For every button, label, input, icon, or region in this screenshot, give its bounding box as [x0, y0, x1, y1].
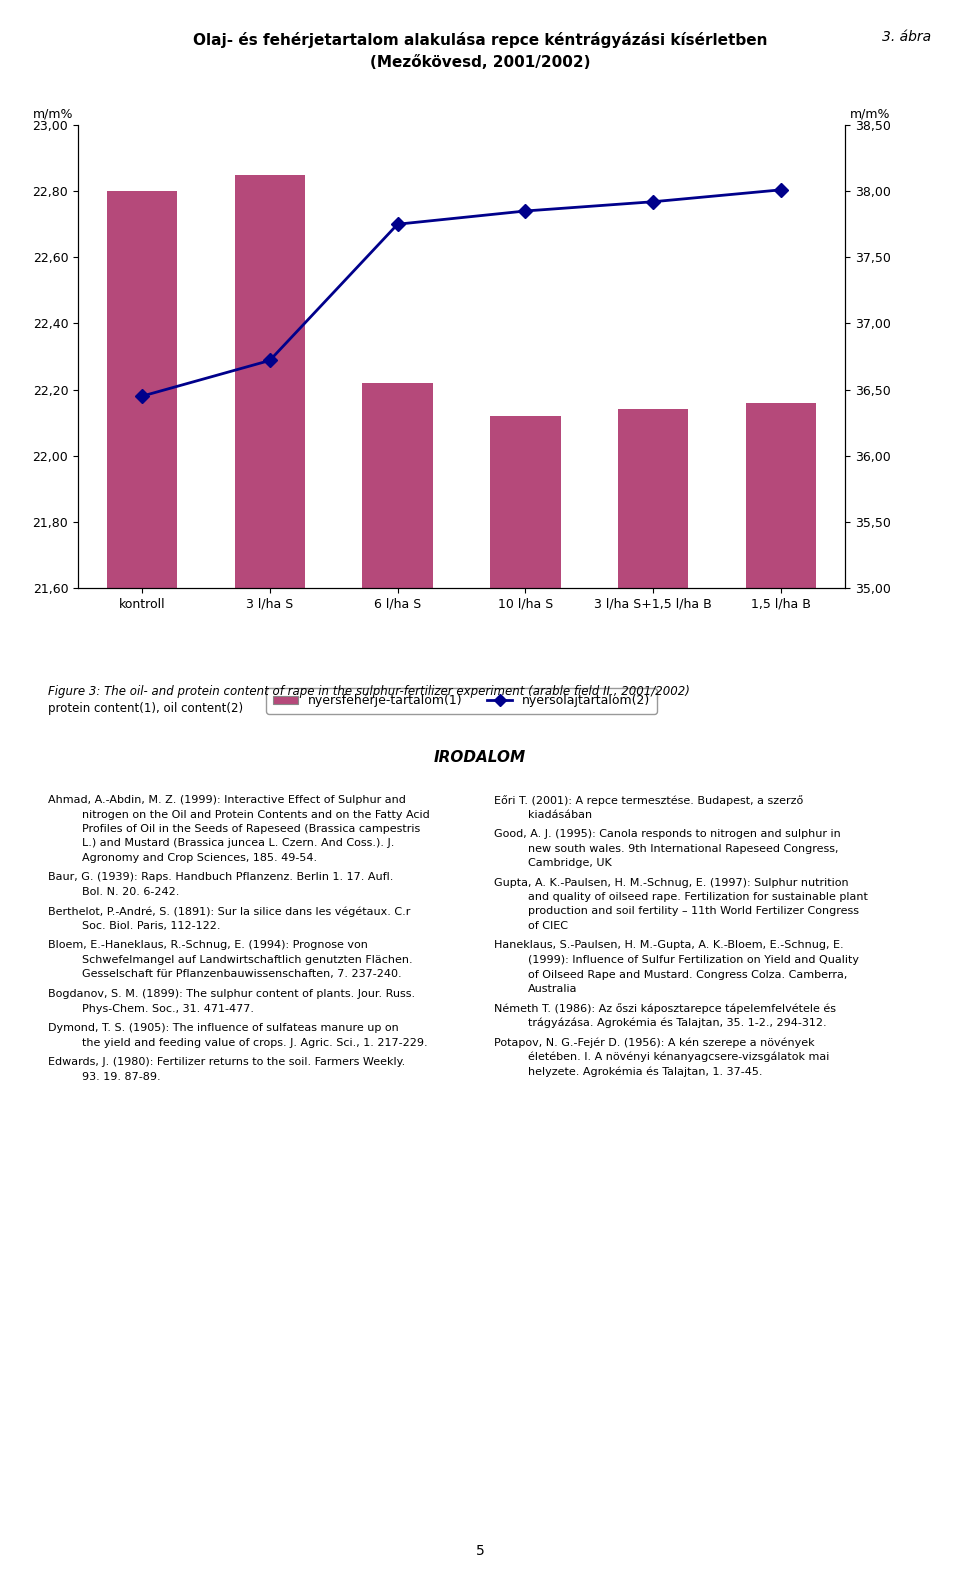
Text: (Mezőkövesd, 2001/2002): (Mezőkövesd, 2001/2002)	[370, 55, 590, 69]
Text: Ahmad, A.-Abdin, M. Z. (1999): Interactive Effect of Sulphur and: Ahmad, A.-Abdin, M. Z. (1999): Interacti…	[48, 795, 406, 804]
Text: Németh T. (1986): Az őszi káposztarepce tápelemfelvétele és: Németh T. (1986): Az őszi káposztarepce …	[494, 1003, 836, 1014]
Text: L.) and Mustard (Brassica juncea L. Czern. And Coss.). J.: L.) and Mustard (Brassica juncea L. Czer…	[82, 839, 394, 848]
Text: kiadásában: kiadásában	[528, 809, 592, 820]
Text: Cambridge, UK: Cambridge, UK	[528, 858, 612, 867]
Text: m/m%: m/m%	[850, 107, 890, 120]
Text: Edwards, J. (1980): Fertilizer returns to the soil. Farmers Weekly.: Edwards, J. (1980): Fertilizer returns t…	[48, 1057, 405, 1068]
Text: Figure 3: The oil- and protein content of rape in the sulphur-fertilizer experim: Figure 3: The oil- and protein content o…	[48, 684, 690, 699]
Bar	[107, 191, 177, 1577]
Text: 93. 19. 87-89.: 93. 19. 87-89.	[82, 1071, 160, 1082]
Text: Dymond, T. S. (1905): The influence of sulfateas manure up on: Dymond, T. S. (1905): The influence of s…	[48, 1023, 398, 1033]
Text: Profiles of Oil in the Seeds of Rapeseed (Brassica campestris: Profiles of Oil in the Seeds of Rapeseed…	[82, 825, 420, 834]
Text: protein content(1), oil content(2): protein content(1), oil content(2)	[48, 702, 243, 714]
Bar	[746, 402, 816, 1577]
Text: Gupta, A. K.-Paulsen, H. M.-Schnug, E. (1997): Sulphur nutrition: Gupta, A. K.-Paulsen, H. M.-Schnug, E. (…	[494, 877, 849, 888]
Text: and quality of oilseed rape. Fertilization for sustainable plant: and quality of oilseed rape. Fertilizati…	[528, 893, 868, 902]
Text: Haneklaus, S.-Paulsen, H. M.-Gupta, A. K.-Bloem, E.-Schnug, E.: Haneklaus, S.-Paulsen, H. M.-Gupta, A. K…	[494, 940, 844, 951]
Text: (1999): Influence of Sulfur Fertilization on Yield and Quality: (1999): Influence of Sulfur Fertilizatio…	[528, 956, 859, 965]
Text: Agronomy and Crop Sciences, 185. 49-54.: Agronomy and Crop Sciences, 185. 49-54.	[82, 853, 317, 863]
Text: trágyázása. Agrokémia és Talajtan, 35. 1-2., 294-312.: trágyázása. Agrokémia és Talajtan, 35. 1…	[528, 1019, 827, 1028]
Text: Baur, G. (1939): Raps. Handbuch Pflanzenz. Berlin 1. 17. Aufl.: Baur, G. (1939): Raps. Handbuch Pflanzen…	[48, 872, 394, 883]
Text: m/m%: m/m%	[33, 107, 73, 120]
Text: of Oilseed Rape and Mustard. Congress Colza. Camberra,: of Oilseed Rape and Mustard. Congress Co…	[528, 970, 848, 979]
Text: Bogdanov, S. M. (1899): The sulphur content of plants. Jour. Russ.: Bogdanov, S. M. (1899): The sulphur cont…	[48, 989, 415, 998]
Text: Berthelot, P.-André, S. (1891): Sur la silice dans les végétaux. C.r: Berthelot, P.-André, S. (1891): Sur la s…	[48, 907, 410, 916]
Text: Olaj- és fehérjetartalom alakulása repce kéntrágyázási kísérletben: Olaj- és fehérjetartalom alakulása repce…	[193, 32, 767, 47]
Text: the yield and feeding value of crops. J. Agric. Sci., 1. 217-229.: the yield and feeding value of crops. J.…	[82, 1038, 427, 1047]
Text: Eőri T. (2001): A repce termesztése. Budapest, a szerző: Eőri T. (2001): A repce termesztése. Bud…	[494, 795, 804, 806]
Text: production and soil fertility – 11th World Fertilizer Congress: production and soil fertility – 11th Wor…	[528, 907, 859, 916]
Text: IRODALOM: IRODALOM	[434, 751, 526, 765]
Bar	[234, 175, 305, 1577]
Text: helyzete. Agrokémia és Talajtan, 1. 37-45.: helyzete. Agrokémia és Talajtan, 1. 37-4…	[528, 1066, 762, 1077]
Text: Soc. Biol. Paris, 112-122.: Soc. Biol. Paris, 112-122.	[82, 921, 220, 930]
Text: Potapov, N. G.-Fejér D. (1956): A kén szerepe a növények: Potapov, N. G.-Fejér D. (1956): A kén sz…	[494, 1038, 815, 1049]
Text: nitrogen on the Oil and Protein Contents and on the Fatty Acid: nitrogen on the Oil and Protein Contents…	[82, 809, 429, 820]
Text: new south wales. 9th International Rapeseed Congress,: new south wales. 9th International Rapes…	[528, 844, 838, 853]
Text: Schwefelmangel auf Landwirtschaftlich genutzten Flächen.: Schwefelmangel auf Landwirtschaftlich ge…	[82, 956, 412, 965]
Bar	[491, 416, 561, 1577]
Bar	[618, 410, 688, 1577]
Text: Bol. N. 20. 6-242.: Bol. N. 20. 6-242.	[82, 886, 179, 897]
Text: Bloem, E.-Haneklaus, R.-Schnug, E. (1994): Prognose von: Bloem, E.-Haneklaus, R.-Schnug, E. (1994…	[48, 940, 368, 951]
Text: életében. I. A növényi kénanyagcsere-vizsgálatok mai: életében. I. A növényi kénanyagcsere-viz…	[528, 1052, 829, 1063]
Text: 5: 5	[475, 1544, 485, 1558]
Text: 3. ábra: 3. ábra	[882, 30, 931, 44]
Text: Gesselschaft für Pflanzenbauwissenschaften, 7. 237-240.: Gesselschaft für Pflanzenbauwissenschaft…	[82, 970, 401, 979]
Text: Good, A. J. (1995): Canola responds to nitrogen and sulphur in: Good, A. J. (1995): Canola responds to n…	[494, 830, 841, 839]
Text: Phys-Chem. Soc., 31. 471-477.: Phys-Chem. Soc., 31. 471-477.	[82, 1003, 253, 1014]
Text: of CIEC: of CIEC	[528, 921, 568, 930]
Bar	[363, 383, 433, 1577]
Legend: nyersfehérje-tartalom(1), nyersolajtartalom(2): nyersfehérje-tartalom(1), nyersolajtarta…	[266, 688, 657, 714]
Text: Australia: Australia	[528, 984, 578, 994]
